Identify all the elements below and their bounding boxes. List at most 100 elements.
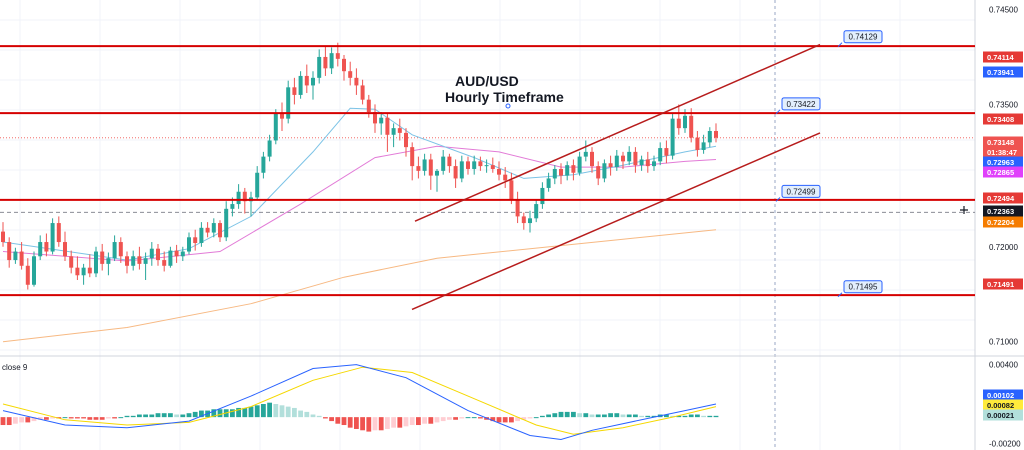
price-tag[interactable] — [983, 192, 1023, 204]
candle-body[interactable] — [174, 250, 179, 257]
candle-body[interactable] — [695, 137, 700, 150]
candle-body[interactable] — [193, 237, 198, 243]
candle-body[interactable] — [94, 251, 98, 274]
candle-body[interactable] — [242, 191, 247, 202]
price-tag[interactable] — [983, 216, 1023, 228]
candle-body[interactable] — [484, 165, 489, 167]
callout-box[interactable] — [781, 184, 821, 198]
candle-body[interactable] — [125, 256, 129, 266]
candle-body[interactable] — [559, 168, 563, 176]
candle-body[interactable] — [187, 237, 191, 252]
candle-body[interactable] — [552, 168, 557, 179]
candle-body[interactable] — [466, 161, 470, 169]
callout-box[interactable] — [843, 280, 883, 294]
candle-body[interactable] — [521, 216, 526, 224]
candle-body[interactable] — [311, 77, 315, 86]
price-axis[interactable]: 0.74500 0.73500 0.72000 0.71000 0.74114 0.739… — [960, 5, 1023, 448]
channel-line-lower[interactable] — [411, 132, 821, 311]
candle-body[interactable] — [261, 156, 266, 173]
candle-body[interactable] — [87, 267, 92, 274]
candle-body[interactable] — [515, 199, 520, 217]
candle-body[interactable] — [162, 260, 167, 266]
candle-body[interactable] — [7, 242, 12, 261]
candle-body[interactable] — [608, 163, 613, 168]
candle-body[interactable] — [255, 172, 260, 198]
candle-body[interactable] — [180, 251, 185, 257]
candle-body[interactable] — [596, 166, 601, 179]
price-tag[interactable] — [983, 113, 1023, 125]
candle-body[interactable] — [707, 130, 712, 143]
callout-box[interactable] — [781, 97, 821, 111]
price-tag[interactable] — [983, 136, 1023, 148]
candle-body[interactable] — [317, 56, 322, 78]
candle-body[interactable] — [131, 256, 136, 266]
candle-body[interactable] — [56, 223, 61, 243]
candle-body[interactable] — [199, 227, 204, 243]
candle-body[interactable] — [670, 118, 675, 156]
candle-body[interactable] — [614, 155, 619, 168]
candle-body[interactable] — [583, 151, 588, 157]
price-tag[interactable] — [983, 51, 1023, 63]
candle-body[interactable] — [335, 53, 340, 59]
candle-body[interactable] — [360, 85, 365, 100]
price-tag[interactable] — [983, 205, 1023, 217]
macd-tag[interactable] — [983, 409, 1023, 421]
price-tag[interactable] — [983, 278, 1023, 290]
macd-tag[interactable] — [983, 399, 1023, 411]
candle-body[interactable] — [528, 218, 532, 224]
candle-body[interactable] — [236, 191, 241, 205]
candle-body[interactable] — [366, 99, 371, 113]
candle-body[interactable] — [19, 251, 24, 266]
candle-body[interactable] — [292, 87, 297, 95]
candle-body[interactable] — [286, 87, 291, 119]
candle-body[interactable] — [13, 251, 18, 261]
candle-body[interactable] — [453, 166, 458, 179]
candle-body[interactable] — [509, 180, 514, 200]
candle-body[interactable] — [503, 174, 508, 181]
candle-body[interactable] — [714, 130, 718, 138]
candle-body[interactable] — [69, 256, 74, 268]
candle-body[interactable] — [50, 223, 55, 252]
candle-body[interactable] — [497, 168, 501, 175]
candle-body[interactable] — [435, 170, 439, 176]
candle-body[interactable] — [478, 161, 483, 167]
candle-body[interactable] — [1, 231, 5, 243]
candle-body[interactable] — [590, 151, 594, 167]
candle-body[interactable] — [447, 156, 452, 167]
candle-body[interactable] — [273, 113, 278, 141]
candle-body[interactable] — [683, 115, 687, 129]
crosshair-plus-icon[interactable] — [960, 206, 968, 214]
macd-tag[interactable] — [983, 389, 1023, 401]
candle-body[interactable] — [633, 151, 638, 166]
candle-body[interactable] — [298, 75, 303, 95]
candle-body[interactable] — [329, 53, 334, 69]
candle-body[interactable] — [342, 58, 346, 72]
callout-box[interactable] — [843, 30, 883, 44]
candle-body[interactable] — [230, 204, 235, 209]
candle-body[interactable] — [621, 155, 625, 162]
candle-body[interactable] — [156, 248, 160, 261]
candle-body[interactable] — [75, 267, 80, 276]
candle-body[interactable] — [676, 118, 681, 129]
candle-body[interactable] — [645, 159, 650, 167]
candle-body[interactable] — [416, 166, 421, 171]
candle-body[interactable] — [267, 140, 272, 157]
candle-body[interactable] — [689, 115, 694, 138]
candle-body[interactable] — [224, 208, 229, 238]
candle-body[interactable] — [577, 156, 582, 173]
candle-body[interactable] — [490, 165, 495, 169]
candle-body[interactable] — [112, 242, 117, 259]
candle-body[interactable] — [137, 256, 142, 264]
candle-body[interactable] — [459, 161, 464, 179]
candle-body[interactable] — [428, 159, 433, 176]
candle-body[interactable] — [25, 265, 30, 285]
candle-body[interactable] — [218, 223, 222, 238]
candle-body[interactable] — [38, 242, 43, 257]
candle-body[interactable] — [304, 75, 309, 86]
candle-body[interactable] — [571, 165, 576, 173]
macd-pane[interactable]: close 9 — [0, 363, 719, 441]
price-tag[interactable] — [983, 146, 1023, 158]
price-tag[interactable] — [983, 156, 1023, 168]
candle-body[interactable] — [379, 117, 384, 124]
candle-body[interactable] — [565, 165, 570, 176]
